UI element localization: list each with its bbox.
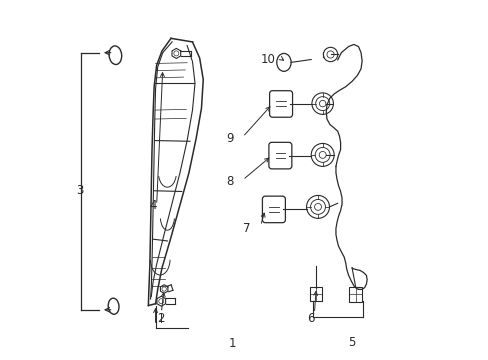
Text: 3: 3 [77, 184, 84, 197]
Text: 8: 8 [226, 175, 233, 188]
Text: 2: 2 [157, 311, 165, 325]
Text: 10: 10 [260, 53, 275, 66]
Text: 5: 5 [347, 336, 355, 348]
Bar [348, 287, 362, 302]
Bar [309, 287, 322, 301]
Text: 7: 7 [242, 222, 249, 235]
Text: 6: 6 [306, 311, 314, 325]
Text: 4: 4 [149, 199, 157, 212]
Text: 1: 1 [228, 337, 235, 350]
Text: 9: 9 [226, 132, 233, 145]
